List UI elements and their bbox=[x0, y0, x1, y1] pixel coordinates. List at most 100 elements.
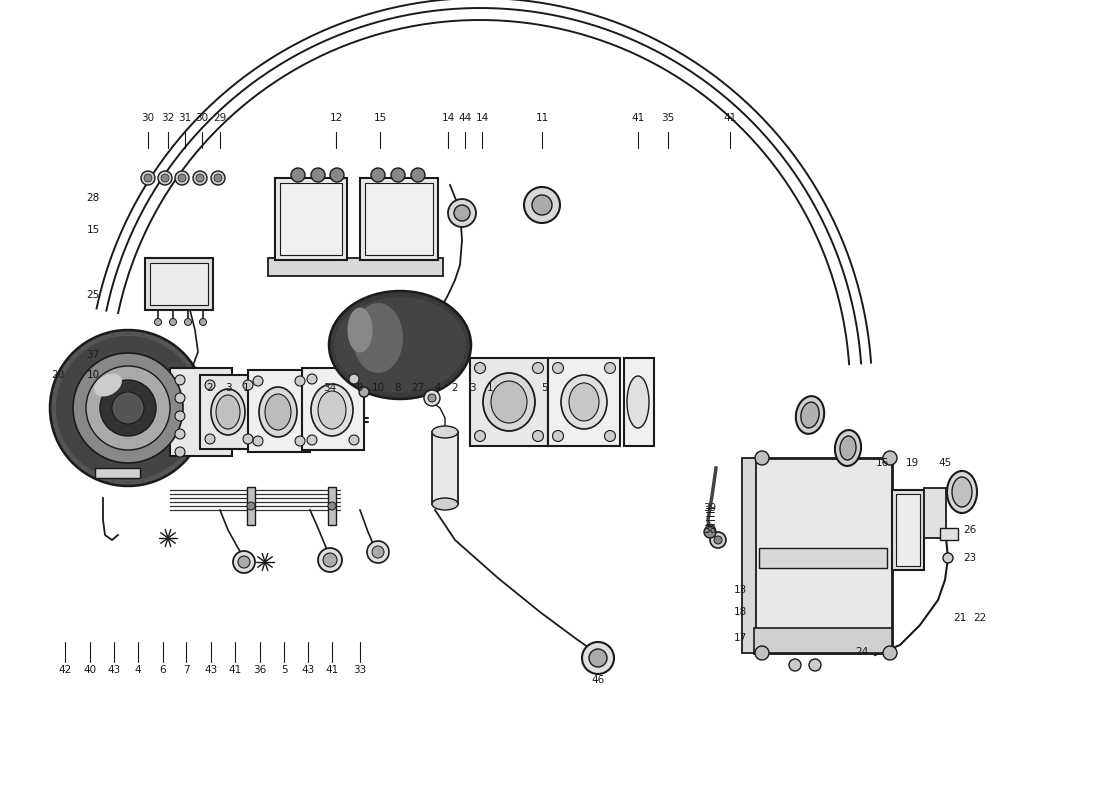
Ellipse shape bbox=[334, 297, 466, 393]
Ellipse shape bbox=[801, 402, 820, 428]
Ellipse shape bbox=[561, 375, 607, 429]
Bar bbox=[754, 628, 892, 653]
Circle shape bbox=[192, 171, 207, 185]
Text: 4: 4 bbox=[434, 383, 441, 393]
Circle shape bbox=[474, 430, 485, 442]
Text: 21: 21 bbox=[954, 613, 967, 623]
Text: 45: 45 bbox=[938, 458, 952, 468]
Text: 8: 8 bbox=[395, 383, 402, 393]
Ellipse shape bbox=[952, 477, 972, 507]
Ellipse shape bbox=[311, 384, 353, 436]
Circle shape bbox=[205, 434, 214, 444]
Circle shape bbox=[588, 649, 607, 667]
Bar bbox=[170, 368, 232, 456]
Text: 17: 17 bbox=[734, 633, 747, 643]
Circle shape bbox=[605, 430, 616, 442]
Bar bbox=[95, 468, 140, 478]
Text: 34: 34 bbox=[323, 383, 337, 393]
Text: 7: 7 bbox=[183, 665, 189, 675]
Text: 3: 3 bbox=[469, 383, 475, 393]
Circle shape bbox=[175, 411, 185, 421]
Bar bbox=[624, 358, 654, 446]
Text: 11: 11 bbox=[536, 113, 549, 123]
Bar bbox=[432, 432, 458, 504]
Circle shape bbox=[349, 374, 359, 384]
Circle shape bbox=[211, 171, 226, 185]
Text: 37: 37 bbox=[87, 350, 100, 360]
Circle shape bbox=[233, 551, 255, 573]
Circle shape bbox=[371, 168, 385, 182]
Circle shape bbox=[532, 195, 552, 215]
Circle shape bbox=[883, 451, 896, 465]
Text: 46: 46 bbox=[592, 675, 605, 685]
Text: 41: 41 bbox=[229, 665, 242, 675]
Bar bbox=[742, 458, 756, 653]
Text: 6: 6 bbox=[160, 665, 166, 675]
Ellipse shape bbox=[211, 389, 245, 435]
Circle shape bbox=[367, 541, 389, 563]
Circle shape bbox=[100, 380, 156, 436]
Circle shape bbox=[175, 375, 185, 385]
Bar bbox=[924, 488, 946, 538]
Circle shape bbox=[214, 174, 222, 182]
Text: 43: 43 bbox=[301, 665, 315, 675]
Text: 2: 2 bbox=[452, 383, 459, 393]
Text: 1: 1 bbox=[243, 383, 250, 393]
Circle shape bbox=[311, 168, 324, 182]
Text: 39: 39 bbox=[703, 503, 716, 513]
Text: 14: 14 bbox=[475, 113, 488, 123]
Text: 5: 5 bbox=[541, 383, 548, 393]
Bar bbox=[248, 370, 310, 452]
Circle shape bbox=[704, 526, 716, 538]
Bar bbox=[470, 358, 548, 446]
Circle shape bbox=[175, 447, 185, 457]
Text: 15: 15 bbox=[87, 225, 100, 235]
Text: 31: 31 bbox=[178, 113, 191, 123]
Text: 29: 29 bbox=[213, 113, 227, 123]
Ellipse shape bbox=[840, 436, 856, 460]
Circle shape bbox=[789, 659, 801, 671]
Text: 32: 32 bbox=[162, 113, 175, 123]
Circle shape bbox=[424, 390, 440, 406]
Bar bbox=[302, 368, 364, 450]
Circle shape bbox=[238, 556, 250, 568]
Circle shape bbox=[307, 374, 317, 384]
Text: 38: 38 bbox=[703, 525, 716, 535]
Circle shape bbox=[605, 362, 616, 374]
Circle shape bbox=[710, 532, 726, 548]
Text: 23: 23 bbox=[964, 553, 977, 563]
Circle shape bbox=[144, 174, 152, 182]
Ellipse shape bbox=[432, 498, 458, 510]
Circle shape bbox=[154, 318, 162, 326]
Text: 41: 41 bbox=[724, 113, 737, 123]
Circle shape bbox=[454, 205, 470, 221]
Bar bbox=[280, 183, 342, 255]
Ellipse shape bbox=[265, 394, 292, 430]
Circle shape bbox=[411, 168, 425, 182]
Circle shape bbox=[158, 171, 172, 185]
Circle shape bbox=[307, 435, 317, 445]
Text: 43: 43 bbox=[205, 665, 218, 675]
Text: 13: 13 bbox=[734, 585, 747, 595]
Text: 35: 35 bbox=[661, 113, 674, 123]
Ellipse shape bbox=[95, 374, 122, 397]
Text: 36: 36 bbox=[253, 665, 266, 675]
Text: 26: 26 bbox=[964, 525, 977, 535]
Ellipse shape bbox=[483, 373, 535, 431]
Bar bbox=[896, 494, 920, 566]
Circle shape bbox=[532, 362, 543, 374]
Bar bbox=[892, 490, 924, 570]
Circle shape bbox=[428, 394, 436, 402]
Ellipse shape bbox=[216, 395, 240, 429]
Text: 9: 9 bbox=[356, 383, 363, 393]
Circle shape bbox=[50, 330, 206, 486]
Bar bbox=[754, 458, 892, 653]
Ellipse shape bbox=[569, 383, 600, 421]
Circle shape bbox=[253, 436, 263, 446]
Circle shape bbox=[86, 366, 170, 450]
Bar bbox=[360, 178, 438, 260]
Circle shape bbox=[295, 436, 305, 446]
Circle shape bbox=[372, 546, 384, 558]
Circle shape bbox=[141, 171, 155, 185]
Bar bbox=[275, 178, 346, 260]
